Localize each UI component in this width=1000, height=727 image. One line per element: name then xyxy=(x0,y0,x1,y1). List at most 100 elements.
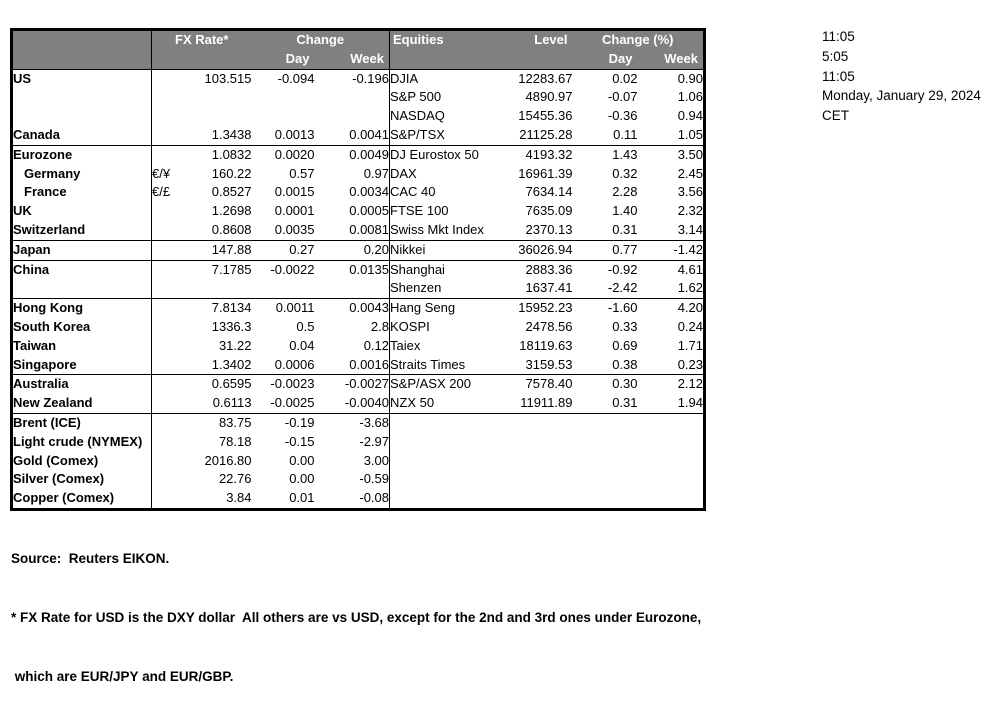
equity-week-change: 1.05 xyxy=(637,125,705,146)
fx-day-subheader: Day xyxy=(251,49,315,70)
fx-day-change: 0.01 xyxy=(289,490,315,506)
table-row: New Zealand 0.6113 -0.0025 -0.0040 NZX 50 119… xyxy=(11,394,705,414)
currency-pair-symbol xyxy=(151,125,192,146)
currency-pair-symbol xyxy=(151,432,192,452)
fx-country-label: China xyxy=(13,261,50,277)
fx-week-change xyxy=(314,279,390,300)
equity-day-change: 0.02 xyxy=(612,70,638,86)
fx-rate-note-cont: which are EUR/JPY and EUR/GBP. xyxy=(11,669,234,685)
equity-week-change xyxy=(638,470,705,489)
fx-country-label: Australia xyxy=(13,376,69,392)
fx-day-change: -0.0023 xyxy=(270,376,315,392)
equity-index-label: DAX xyxy=(389,164,495,184)
footnotes: Source: Reuters EIKON. * FX Rate for USD… xyxy=(11,509,701,727)
equity-week-change: 2.12 xyxy=(677,376,703,392)
equity-week-change: 1.71 xyxy=(677,337,703,353)
equity-level-value: 2370.13 xyxy=(494,220,573,241)
fx-country-label: UK xyxy=(13,203,32,219)
fx-country-label: Silver (Comex) xyxy=(13,471,105,487)
fx-week-change: 0.12 xyxy=(363,337,389,353)
equity-level-value: 7635.09 xyxy=(525,203,573,219)
fx-week-change: -3.68 xyxy=(359,414,389,430)
fx-week-subheader: Week xyxy=(314,49,390,70)
fx-country-label: Germany xyxy=(24,165,81,181)
table-row: South Korea 1336.3 0.5 2.8 KOSPI 2478.56 0.33 0… xyxy=(12,317,705,337)
equity-week-change xyxy=(638,413,705,432)
equity-day-change: 1.40 xyxy=(612,203,638,219)
fx-week-change: 0.0016 xyxy=(314,355,390,376)
fx-day-change: 0.0035 xyxy=(251,220,315,241)
market-snapshot-page: FX Rate* Change Equities Level Change (%… xyxy=(10,28,981,684)
equity-index-label: Shenzen xyxy=(389,279,495,300)
equity-day-change xyxy=(573,433,638,452)
equity-level-value xyxy=(495,433,573,452)
fx-week-change: 0.0034 xyxy=(349,184,389,200)
equity-day-change: 0.11 xyxy=(572,125,638,146)
fx-day-change: 0.0011 xyxy=(275,300,315,316)
fx-country-label xyxy=(11,279,152,300)
currency-pair-symbol xyxy=(151,240,192,261)
fx-day-change xyxy=(252,88,315,107)
fx-week-change: 0.0041 xyxy=(314,125,390,146)
fx-day-change: -0.0025 xyxy=(251,394,315,414)
currency-pair-symbol xyxy=(151,145,192,165)
corner-cell xyxy=(11,29,152,50)
fx-day-change: -0.15 xyxy=(284,433,315,449)
fx-rate-value: 0.8527 xyxy=(211,184,252,200)
fx-week-change: -0.196 xyxy=(352,70,389,86)
equity-level-value: 21125.28 xyxy=(494,125,573,146)
spacer-cell xyxy=(11,49,152,70)
currency-pair-symbol xyxy=(151,394,192,414)
header-row-1: FX Rate* Change Equities Level Change (%… xyxy=(11,29,705,50)
fx-week-change: -0.0040 xyxy=(314,394,390,414)
table-row: Singapore 1.3402 0.0006 0.0016 Straits Times… xyxy=(11,355,705,376)
fx-country-label: Canada xyxy=(11,125,152,146)
equity-week-change: 2.45 xyxy=(677,165,703,181)
currency-pair-symbol xyxy=(151,413,192,433)
fx-week-change: 3.00 xyxy=(363,452,389,468)
equity-level-value: 4890.97 xyxy=(525,89,573,105)
equity-index-label: S&P/ASX 200 xyxy=(389,374,495,395)
fx-country-label: Japan xyxy=(11,240,152,261)
fx-day-change: -0.19 xyxy=(284,414,315,430)
currency-pair-symbol xyxy=(151,470,192,490)
table-row: Taiwan 31.22 0.04 0.12 Taiex 18119.63 0.69 1.71 xyxy=(12,336,705,356)
equity-week-change: 2.32 xyxy=(677,203,703,219)
equity-day-change xyxy=(573,452,638,471)
equity-index-label: KOSPI xyxy=(389,317,495,337)
equity-week-change: 0.90 xyxy=(677,70,703,86)
equity-week-change: 3.50 xyxy=(677,146,703,162)
equity-day-change: 0.32 xyxy=(612,165,638,181)
currency-pair-symbol xyxy=(151,336,192,356)
fx-rate-header: FX Rate* xyxy=(151,29,252,50)
fx-equities-table: FX Rate* Change Equities Level Change (%… xyxy=(10,28,706,511)
equity-week-change: 1.62 xyxy=(637,279,705,300)
equity-week-change: 3.56 xyxy=(677,184,703,200)
fx-rate-value: 7.1785 xyxy=(211,261,252,277)
fx-week-change: 0.0135 xyxy=(349,261,389,277)
equity-week-change xyxy=(638,489,705,509)
timezone-line: CET xyxy=(822,108,849,124)
timestamp-line: 5:05 xyxy=(822,48,849,64)
equity-level-value: 15952.23 xyxy=(518,300,573,316)
table-row: Shenzen 1637.41 -2.42 1.62 xyxy=(11,279,705,300)
currency-pair-symbol xyxy=(151,279,192,300)
table-row: Eurozone 1.0832 0.0020 0.0049 DJ Eurostox 50… xyxy=(12,145,705,165)
fx-rate-value: 0.6595 xyxy=(211,376,252,392)
spacer-cell xyxy=(389,49,495,70)
equity-week-change xyxy=(638,452,705,471)
currency-pair-symbol xyxy=(151,355,192,376)
equity-day-change: 2.28 xyxy=(612,184,638,200)
fx-country-label: Gold (Comex) xyxy=(13,452,99,468)
fx-day-change: 0.27 xyxy=(251,240,315,261)
fx-rate-value xyxy=(192,107,252,126)
level-header: Level xyxy=(494,29,573,50)
currency-pair-symbol xyxy=(151,317,192,337)
equity-level-value xyxy=(495,452,573,471)
fx-week-change: -0.59 xyxy=(359,471,389,487)
equity-week-change: 4.61 xyxy=(677,261,703,277)
currency-pair-symbol xyxy=(151,220,192,241)
equity-day-change: 0.31 xyxy=(572,220,638,241)
fx-day-change: 0.57 xyxy=(289,165,315,181)
table-row: Australia 0.6595 -0.0023 -0.0027 S&P/ASX 200… xyxy=(12,374,705,395)
